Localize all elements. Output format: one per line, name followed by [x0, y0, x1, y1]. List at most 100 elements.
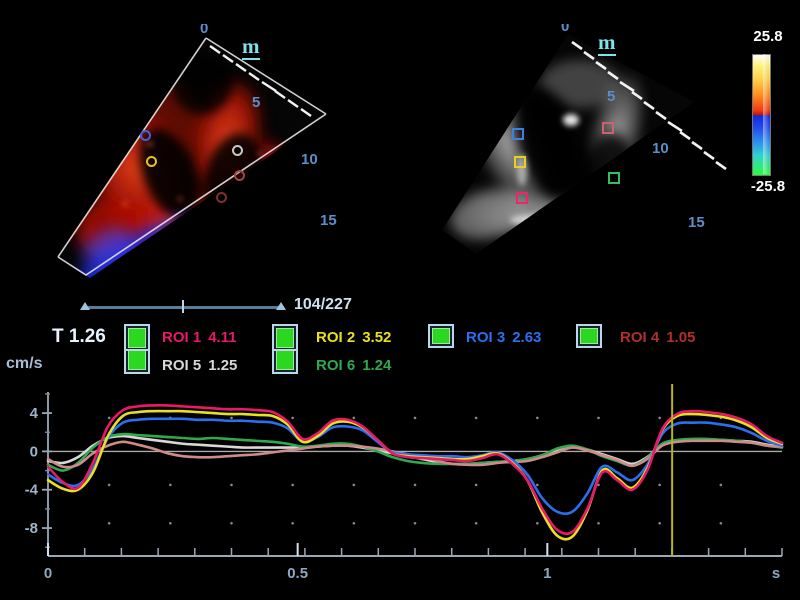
modality-label-m: m: [242, 34, 260, 60]
time-readout: T 1.26: [52, 326, 106, 347]
roi-marker-1[interactable]: [232, 145, 243, 156]
roi-value: 1.25: [208, 357, 238, 374]
grid-dot: [536, 483, 539, 487]
grid-dot: [169, 483, 172, 487]
roi-4-checkbox[interactable]: [580, 328, 598, 344]
depth-label-5: 5: [607, 88, 616, 105]
grid-dot: [658, 416, 661, 420]
grid-dot: [413, 416, 417, 420]
roi-marker-2[interactable]: [514, 156, 526, 168]
roi-2-checkbox[interactable]: [276, 328, 294, 348]
roi-6-checkbox[interactable]: [276, 350, 294, 370]
roi-legend: T 1.26 cm/s ROI 1 4.11 ROI 5 1.25 ROI 2 3.5…: [0, 322, 800, 384]
roi-checkbox-group-3[interactable]: [428, 324, 454, 348]
roi-marker-2[interactable]: [146, 156, 157, 167]
timeline-track[interactable]: [86, 306, 284, 309]
grid-dot: [230, 483, 233, 487]
grid-dot: [291, 416, 294, 420]
timeline-start-marker[interactable]: [80, 302, 90, 310]
timeline-current-marker[interactable]: [182, 300, 184, 313]
roi-label: ROI 4: [620, 329, 660, 346]
depth-label-10: 10: [652, 140, 669, 157]
bmode-canvas: [442, 34, 727, 254]
y-tick-label: -4: [25, 482, 39, 499]
roi-checkbox-group-2[interactable]: [272, 324, 298, 374]
depth-label-0: 0: [561, 24, 570, 35]
y-tick-label: 4: [30, 405, 39, 422]
roi-marker-1[interactable]: [516, 192, 528, 204]
grid-dot: [597, 416, 600, 420]
color-scale-sheen: [763, 54, 769, 174]
velocity-color-scale: 25.8 -25.8: [744, 28, 792, 200]
modality-label-m: m: [598, 30, 616, 56]
checkbox-divider: [274, 349, 296, 351]
roi-legend-item-1[interactable]: ROI 1 4.11: [162, 329, 237, 346]
depth-label-0: 0: [200, 24, 209, 37]
roi-value: 4.11: [208, 329, 237, 346]
roi-label: ROI 5: [162, 357, 202, 374]
roi-marker-6[interactable]: [608, 172, 620, 184]
velocity-time-plot[interactable]: 4 0 -4 -8 0 0.5 1 s: [0, 384, 800, 600]
roi-legend-item-4[interactable]: ROI 4 1.05: [620, 329, 695, 346]
timeline-end-marker[interactable]: [276, 302, 286, 310]
grid-dot: [597, 483, 600, 487]
grid-dot: [107, 521, 111, 525]
grid-dot: [597, 521, 600, 525]
grid-dot: [352, 521, 356, 525]
roi-marker-3[interactable]: [512, 128, 524, 140]
roi-marker-3[interactable]: [140, 130, 151, 141]
grid-dot: [474, 416, 478, 420]
ultrasound-sector-bmode[interactable]: 0 5 10 15 m: [430, 24, 730, 274]
grid-dot: [658, 483, 661, 487]
x-tick-label: 1: [543, 565, 551, 582]
ultrasound-sector-color-doppler[interactable]: 0 5 10 15 m: [20, 24, 350, 284]
color-scale-gradient: [752, 54, 771, 176]
roi-value: 1.05: [666, 329, 696, 346]
grid-dot: [413, 521, 417, 525]
roi-value: 2.63: [512, 329, 542, 346]
cine-timeline[interactable]: [80, 300, 290, 314]
x-tick-label: 0: [44, 565, 52, 582]
roi-marker-5[interactable]: [216, 192, 227, 203]
roi-3-checkbox[interactable]: [432, 328, 450, 344]
grid-dot: [658, 521, 661, 525]
depth-label-15: 15: [320, 212, 337, 229]
y-tick-label: 0: [30, 443, 38, 460]
roi-legend-item-2[interactable]: ROI 2 3.52: [316, 329, 391, 346]
roi-checkbox-group-4[interactable]: [576, 324, 602, 348]
grid-dot: [719, 483, 723, 487]
roi-1-checkbox[interactable]: [128, 328, 146, 348]
grid-dot: [291, 483, 294, 487]
roi-marker-6[interactable]: [234, 170, 245, 181]
grid-dot: [352, 483, 356, 487]
grid-dot: [474, 521, 478, 525]
grid-dot: [230, 521, 233, 525]
grid-dot: [536, 521, 539, 525]
grid-dot: [230, 416, 233, 420]
roi-label: ROI 1: [162, 329, 202, 346]
grid-dot: [536, 416, 539, 420]
checkbox-divider: [126, 349, 148, 351]
grid-dot: [291, 521, 294, 525]
x-axis-unit-label: s: [772, 565, 780, 582]
roi-legend-item-5[interactable]: ROI 5 1.25: [162, 357, 237, 374]
grid-dot: [413, 483, 417, 487]
depth-label-5: 5: [252, 94, 261, 111]
roi-marker-4[interactable]: [602, 122, 614, 134]
frame-counter: 104/227: [294, 296, 352, 313]
scale-min-label: -25.8: [750, 178, 786, 195]
trace-roi-1: [46, 403, 784, 536]
velocity-unit-label: cm/s: [6, 355, 43, 372]
plot-canvas[interactable]: 4 0 -4 -8 0 0.5 1 s: [0, 384, 800, 600]
roi-5-checkbox[interactable]: [128, 350, 146, 370]
grid-dot: [474, 483, 478, 487]
roi-legend-item-3[interactable]: ROI 3 2.63: [466, 329, 541, 346]
roi-label: ROI 6: [316, 357, 356, 374]
grid-dot: [169, 521, 172, 525]
roi-legend-item-6[interactable]: ROI 6 1.24: [316, 357, 391, 374]
trace-roi-6: [46, 432, 784, 472]
roi-value: 3.52: [362, 329, 392, 346]
roi-checkbox-group-1[interactable]: [124, 324, 150, 374]
scale-max-label: 25.8: [753, 28, 783, 45]
